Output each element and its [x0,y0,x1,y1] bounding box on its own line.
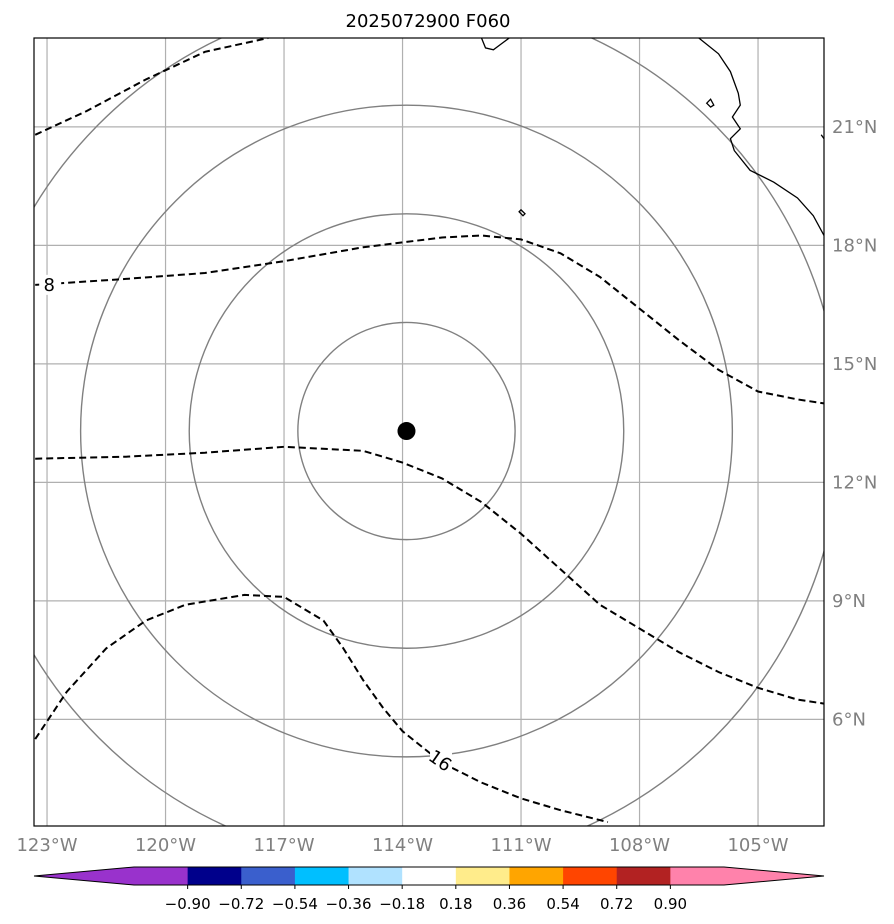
contour-line-3 [34,38,269,136]
range-rings [34,38,824,826]
colorbar-swatch-6 [455,867,510,885]
colorbar-outline [33,866,825,886]
range-ring-0 [297,321,516,541]
x-tick-label-5: 108°W [609,835,670,856]
island-1 [518,208,526,217]
x-tick-label-1: 120°W [135,835,196,856]
colorbar-under-triangle [34,867,134,885]
y-tick-label-5: 21°N [832,117,877,138]
storm-center-marker [397,422,416,441]
coastline-1 [480,38,510,51]
colorbar-tick-label-2: −0.54 [272,895,318,913]
y-axis-ticks: 6°N 9°N 12°N 15°N 18°N 21°N [832,117,877,730]
contour-labels: 8 16 [39,274,455,776]
colorbar-swatch-1 [187,867,242,885]
colorbar-tick-label-7: 0.54 [546,895,579,913]
map-frame [33,37,825,827]
range-ring-2 [79,104,734,758]
x-axis-ticks: 123°W 120°W 117°W 114°W 111°W 108°W 105°W [16,835,788,856]
colorbar-tick-label-6: 0.36 [493,895,526,913]
colorbar-swatch-8 [563,867,618,885]
contour-label-2: 16 [424,746,455,776]
colorbar-over-triangle [724,867,824,885]
x-tick-label-6: 105°W [727,835,788,856]
y-tick-label-4: 18°N [832,235,877,256]
colorbar: −0.90 −0.72 −0.54 −0.36 −0.18 0.18 0.36 0.54 0.7… [33,866,825,913]
x-tick-label-2: 117°W [253,835,314,856]
colorbar-swatch-2 [241,867,296,885]
contours [34,38,824,824]
colorbar-swatch-10 [670,867,725,885]
contour-label-0: 8 [43,275,54,296]
x-tick-label-0: 123°W [16,835,77,856]
contour-line-2 [34,593,609,824]
island-0 [705,98,715,108]
colorbar-swatch-5 [402,867,457,885]
colorbar-tick-label-3: −0.36 [326,895,372,913]
range-ring-1 [188,213,625,649]
x-tick-label-4: 111°W [490,835,551,856]
colorbar-tick-label-0: −0.90 [165,895,211,913]
colorbar-swatch-9 [616,867,671,885]
grid-lines [34,38,824,826]
colorbar-swatch-4 [348,867,403,885]
chart-title: 2025072900 F060 [346,11,511,32]
colorbar-swatch-0 [134,867,189,885]
x-tick-label-3: 114°W [372,835,433,856]
colorbar-tick-label-1: −0.72 [218,895,264,913]
colorbar-tick-label-9: 0.90 [654,895,687,913]
y-tick-label-1: 9°N [832,591,866,612]
colorbar-swatch-7 [509,867,564,885]
map-area [34,38,824,826]
contour-label-bg-2 [430,750,453,771]
colorbar-tick-label-8: 0.72 [600,895,633,913]
contour-line-1 [35,445,824,705]
colorbar-swatch-3 [294,867,350,885]
contour-label-bg-0 [39,274,62,295]
range-ring-3 [34,38,824,826]
y-tick-label-0: 6°N [832,709,866,730]
colorbar-tick-label-5: 0.18 [439,895,472,913]
coastline-0 [698,38,824,236]
colorbar-tick-label-4: −0.18 [379,895,425,913]
y-tick-label-3: 15°N [832,354,877,375]
contour-line-0 [35,234,824,405]
y-tick-label-2: 12°N [832,472,877,493]
coastlines [480,38,824,236]
